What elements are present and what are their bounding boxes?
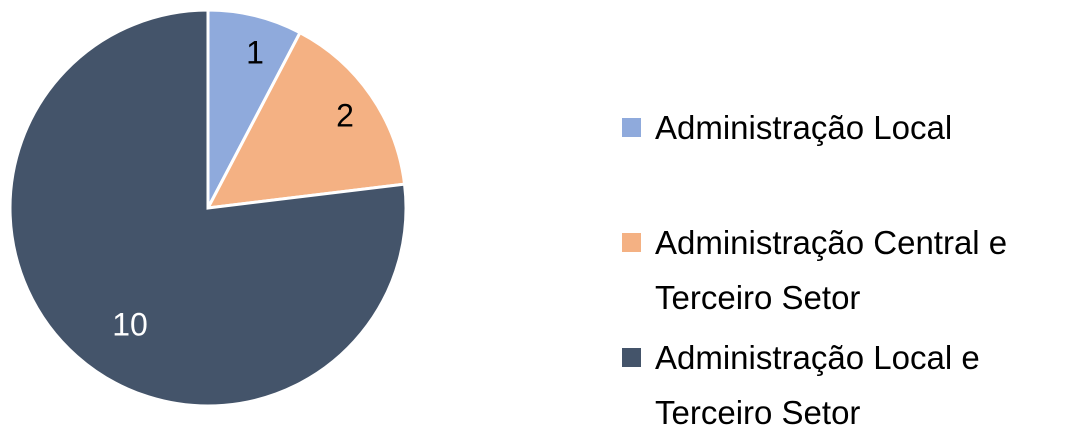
pie-slice: [206, 8, 303, 209]
page: 1 2 10 Administração Local Administração Ce…: [8, 8, 1065, 431]
legend-label: Administração Central e Terceiro Setor: [655, 224, 1008, 316]
data-label: 1: [246, 34, 264, 70]
legend-label: Administração Local: [655, 109, 953, 146]
pie-slice: [8, 8, 408, 408]
legend-label: Administração Local e Terceiro Setor: [655, 339, 980, 431]
legend-swatch: [622, 118, 641, 137]
legend-swatch: [622, 348, 641, 367]
legend-item: Administração Local: [622, 100, 1065, 155]
legend-swatch: [622, 233, 641, 252]
chart: 1 2 10: [8, 8, 408, 408]
legend-item: Administração Central e Terceiro Setor: [622, 215, 1065, 325]
data-label: 10: [112, 306, 148, 342]
pie-slice: [205, 30, 407, 210]
data-label: 2: [336, 97, 354, 133]
legend-item: Administração Local e Terceiro Setor: [622, 330, 1065, 440]
